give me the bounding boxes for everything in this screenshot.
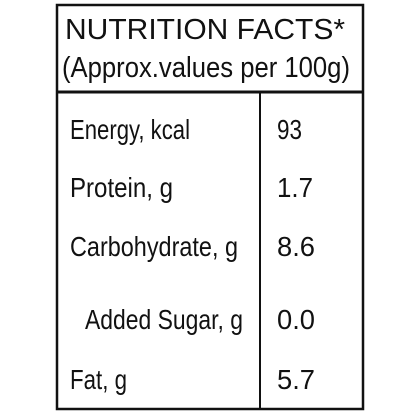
nutrient-value: 1.7 [277,172,313,203]
nutrient-value: 8.6 [277,231,315,262]
label-title: NUTRITION FACTS* [65,14,345,46]
nutrient-name: Energy, kcal [70,114,190,145]
nutrient-name: Added Sugar, g [85,304,243,335]
nutrient-value: 5.7 [277,364,315,395]
nutrient-value: 93 [277,114,302,145]
nutrient-name: Protein, g [70,172,173,203]
label-subtitle: (Approx.values per 100g) [62,52,350,84]
label-border [55,3,365,411]
nutrient-name: Fat, g [70,364,127,395]
nutrient-value: 0.0 [277,304,315,335]
nutrient-name: Carbohydrate, g [70,231,238,262]
